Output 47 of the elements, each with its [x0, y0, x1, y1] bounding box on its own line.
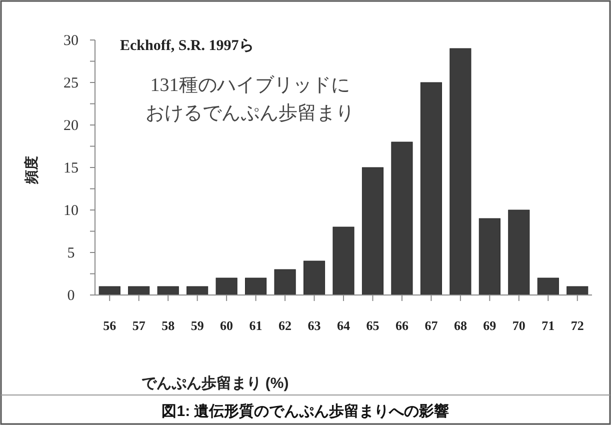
y-tick-label: 30 — [64, 33, 78, 49]
x-tick-label: 70 — [512, 318, 526, 333]
annotation: 131種のハイブリッドに — [150, 75, 350, 96]
x-tick-label: 58 — [162, 318, 176, 333]
bar — [332, 226, 354, 296]
x-tick-label: 57 — [132, 318, 146, 333]
bar — [450, 48, 472, 296]
bar — [216, 278, 238, 296]
x-tick-label: 69 — [483, 318, 497, 333]
x-tick-label: 59 — [190, 318, 204, 333]
bar — [274, 269, 296, 296]
x-axis-title: でんぷん歩留まり (%) — [141, 375, 289, 392]
text: 図1: 遺伝形質のでんぷん歩留まりへの影響 — [162, 402, 450, 420]
x-tick-label: 60 — [220, 318, 234, 333]
bar — [391, 142, 413, 296]
x-tick-label: 56 — [103, 318, 117, 333]
x-tick-label: 64 — [337, 318, 350, 333]
bar — [420, 82, 442, 296]
bar — [362, 167, 384, 296]
x-tick-label: 62 — [278, 318, 292, 333]
y-tick-label: 20 — [64, 118, 78, 134]
annotation: おけるでんぷん歩留まり — [146, 103, 354, 124]
bar — [186, 286, 208, 296]
bar — [98, 286, 120, 296]
x-tick-label: 67 — [424, 318, 438, 333]
y-tick-label: 15 — [64, 160, 78, 176]
bar — [303, 260, 326, 296]
annotation: Eckhoff, S.R. 1997ら — [120, 38, 254, 54]
bar — [537, 278, 559, 296]
y-tick-label: 10 — [64, 203, 78, 219]
bar — [478, 218, 500, 296]
x-tick-label: 66 — [395, 318, 409, 333]
y-tick-label: 0 — [67, 288, 75, 304]
x-tick-label: 72 — [570, 318, 584, 333]
x-tick-label: 65 — [366, 318, 380, 333]
bar — [566, 286, 588, 296]
bar — [245, 278, 267, 296]
x-tick-label: 71 — [542, 318, 555, 333]
x-tick-label: 63 — [308, 318, 322, 333]
y-axis-title: 頻度 — [23, 156, 39, 185]
x-tick-label: 61 — [249, 318, 262, 333]
x-tick-label: 68 — [454, 318, 468, 333]
bar — [128, 286, 150, 296]
y-tick-label: 5 — [67, 246, 75, 262]
y-tick-label: 25 — [64, 76, 78, 92]
bar — [157, 286, 179, 296]
bar — [508, 210, 530, 296]
